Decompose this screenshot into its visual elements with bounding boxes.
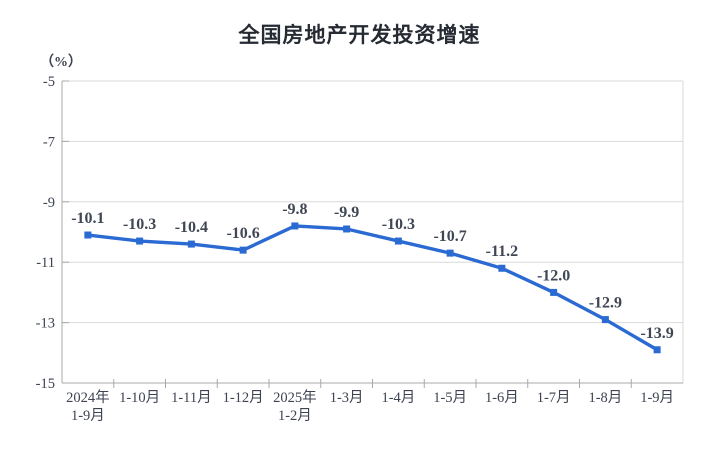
data-point-label: -12.0 <box>537 267 570 284</box>
data-point-marker <box>84 231 92 239</box>
data-point-label: -11.2 <box>486 243 518 260</box>
data-point-label: -10.4 <box>175 219 208 236</box>
data-point-marker <box>653 346 661 354</box>
data-point-marker <box>601 316 609 324</box>
data-point-marker <box>343 225 351 233</box>
x-axis-category-label: 1-12月 <box>223 390 264 406</box>
data-point-label: -13.9 <box>640 325 673 342</box>
data-point-marker <box>291 222 299 230</box>
x-axis-category-label: 1-7月 <box>537 390 571 406</box>
y-axis-tick-label: -7 <box>43 134 55 150</box>
data-point-marker <box>550 288 558 296</box>
data-point-label: -9.9 <box>334 204 359 221</box>
data-point-marker <box>394 237 402 245</box>
x-axis-category-label: 1-6月 <box>485 390 519 406</box>
data-point-marker <box>136 237 144 245</box>
data-point-label: -10.3 <box>382 216 415 233</box>
y-axis-tick-label: -13 <box>36 316 55 332</box>
y-axis-tick-label: -11 <box>36 255 55 271</box>
x-axis-category-label: 1-11月 <box>171 390 212 406</box>
y-axis-unit-label: （%） <box>40 55 82 70</box>
data-point-label: -12.9 <box>589 295 622 312</box>
data-point-label: -10.1 <box>71 210 104 227</box>
data-point-label: -9.8 <box>282 201 307 218</box>
chart-title: 全国房地产开发投资增速 <box>238 24 481 47</box>
x-axis-category-label: 1-5月 <box>433 390 467 406</box>
x-axis-category-label: 1-3月 <box>330 390 364 406</box>
x-axis-category-label: 1-9月 <box>640 390 674 406</box>
x-axis-category-label: 2024年 1-9月 <box>66 389 110 424</box>
data-point-label: -10.3 <box>123 216 156 233</box>
data-point-label: -10.7 <box>433 228 466 245</box>
y-axis-tick-label: -9 <box>43 195 55 211</box>
data-point-marker <box>239 246 247 254</box>
x-axis-category-label: 1-8月 <box>588 390 622 406</box>
data-point-marker <box>446 249 454 257</box>
data-point-marker <box>187 240 195 248</box>
x-axis-category-label: 1-4月 <box>381 390 415 406</box>
data-point-marker <box>498 264 506 272</box>
series-line <box>86 224 659 352</box>
x-axis-category-label: 2025年 1-2月 <box>273 389 317 424</box>
data-point-label: -10.6 <box>226 225 259 242</box>
y-axis-tick-label: -15 <box>36 376 55 392</box>
x-axis-category-label: 1-10月 <box>119 390 160 406</box>
y-axis-tick-label: -5 <box>43 74 55 90</box>
